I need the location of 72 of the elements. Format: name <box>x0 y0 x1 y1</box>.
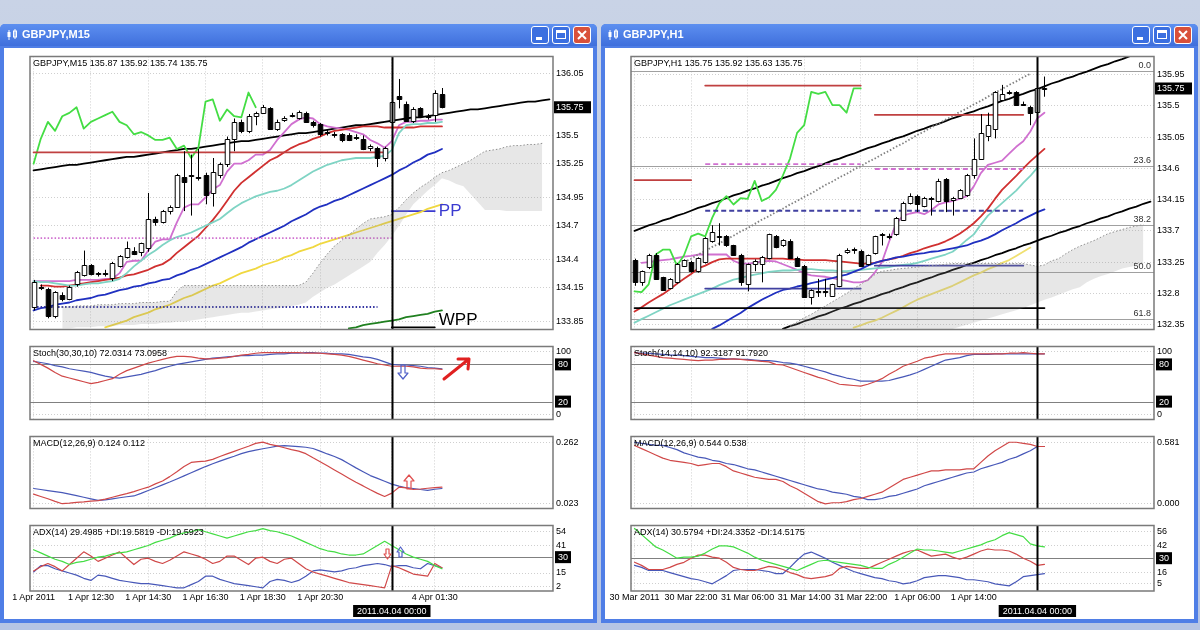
annotation: 23.6 <box>1133 154 1151 165</box>
ref-line-label: 30 <box>1159 553 1170 564</box>
y-tick-label: 134.7 <box>556 220 579 231</box>
y-tick-label: 135.5 <box>556 129 579 140</box>
x-tick-label: 1 Apr 06:00 <box>894 591 941 602</box>
chart-subtitle: GBPJPY,H1 135.75 135.92 135.63 135.75 <box>634 58 803 69</box>
y-tick-label: 15 <box>556 567 567 578</box>
x-tick-label: 31 Mar 14:00 <box>777 591 831 602</box>
y-tick-label: 134.15 <box>556 282 584 293</box>
annotation: 61.8 <box>1133 308 1151 319</box>
y-tick-label: 134.15 <box>1157 194 1185 205</box>
y-tick-label: 134.4 <box>556 254 579 265</box>
y-tick-label: 135.25 <box>556 158 584 169</box>
y-tick-label: 136.05 <box>556 67 584 78</box>
y-tick-label: 5 <box>1157 578 1163 589</box>
ref-line-label: 20 <box>1159 396 1170 407</box>
y-tick-label: 100 <box>556 346 572 357</box>
y-tick-label: 135.5 <box>1157 100 1180 111</box>
x-tick-label: 1 Apr 12:30 <box>67 591 114 602</box>
y-tick-label: 54 <box>556 526 567 537</box>
x-tick-label: 31 Mar 22:00 <box>834 591 888 602</box>
y-tick-label: 133.7 <box>1157 225 1180 236</box>
y-tick-label: 132.35 <box>1157 319 1185 330</box>
ref-line-label: 30 <box>558 552 569 563</box>
text: 135.75 <box>1157 83 1185 94</box>
annotation: 0.0 <box>1138 59 1151 70</box>
chart-subtitle: MACD(12,26,9) 0.124 0.112 <box>33 438 145 449</box>
chart-title: GBPJPY,H1 <box>623 28 684 40</box>
x-tick-label: 1 Apr 2011 <box>12 591 56 602</box>
annotation: 50.0 <box>1133 260 1151 271</box>
x-tick-label: 1 Apr 14:00 <box>950 591 997 602</box>
chart-subtitle: Stoch(14,14,10) 92.3187 91.7920 <box>634 348 769 359</box>
x-tick-label: 31 Mar 06:00 <box>721 591 775 602</box>
x-tick-label: 2011.04.04 00:00 <box>1002 605 1073 616</box>
ref-line-label: 20 <box>558 396 569 407</box>
x-tick-label: 4 Apr 01:30 <box>411 591 458 602</box>
chart-title: GBPJPY,M15 <box>22 28 90 40</box>
y-tick-label: 134.95 <box>556 192 584 202</box>
x-tick-label: 1 Apr 16:30 <box>182 591 229 602</box>
y-tick-label: 135.05 <box>1157 131 1185 142</box>
y-tick-label: 100 <box>1157 346 1173 357</box>
y-tick-label: 132.8 <box>1157 287 1180 298</box>
chart-subtitle: MACD(12,26,9) 0.544 0.538 <box>634 438 747 449</box>
y-tick-label: 0.023 <box>556 498 579 509</box>
x-tick-label: 30 Mar 22:00 <box>664 591 718 602</box>
y-tick-label: 0.000 <box>1157 498 1180 509</box>
y-tick-label: 2 <box>556 581 562 592</box>
y-tick-label: 16 <box>1157 567 1168 578</box>
chart-subtitle: Stoch(30,30,10) 72.0314 73.0958 <box>33 348 168 359</box>
x-tick-label: 30 Mar 2011 <box>609 591 660 602</box>
y-tick-label: 56 <box>1157 526 1168 537</box>
x-tick-label: 1 Apr 18:30 <box>239 591 286 602</box>
ref-line-label: 80 <box>1159 359 1170 370</box>
y-tick-label: 0 <box>1157 408 1163 419</box>
text: 135.75 <box>556 102 584 113</box>
y-tick-label: 0.262 <box>556 436 579 447</box>
x-tick-label: 2011.04.04 00:00 <box>357 605 427 616</box>
y-tick-label: 135.95 <box>1157 68 1185 79</box>
y-tick-label: 42 <box>1157 540 1168 551</box>
y-tick-label: 134.6 <box>1157 162 1180 173</box>
series-label: PP <box>438 200 462 220</box>
y-tick-label: 41 <box>556 539 567 550</box>
ref-line-label: 80 <box>558 359 569 370</box>
x-tick-label: 1 Apr 20:30 <box>297 591 344 602</box>
y-tick-label: 133.85 <box>556 316 584 327</box>
y-tick-label: 0 <box>556 408 562 419</box>
chart-subtitle: GBPJPY,M15 135.87 135.92 135.74 135.75 <box>33 58 208 69</box>
annotation: 38.2 <box>1133 213 1151 224</box>
x-tick-label: 1 Apr 14:30 <box>125 591 172 602</box>
y-tick-label: 133.25 <box>1157 256 1185 267</box>
y-tick-label: 0.581 <box>1157 436 1180 447</box>
series-label: WPP <box>438 310 478 330</box>
